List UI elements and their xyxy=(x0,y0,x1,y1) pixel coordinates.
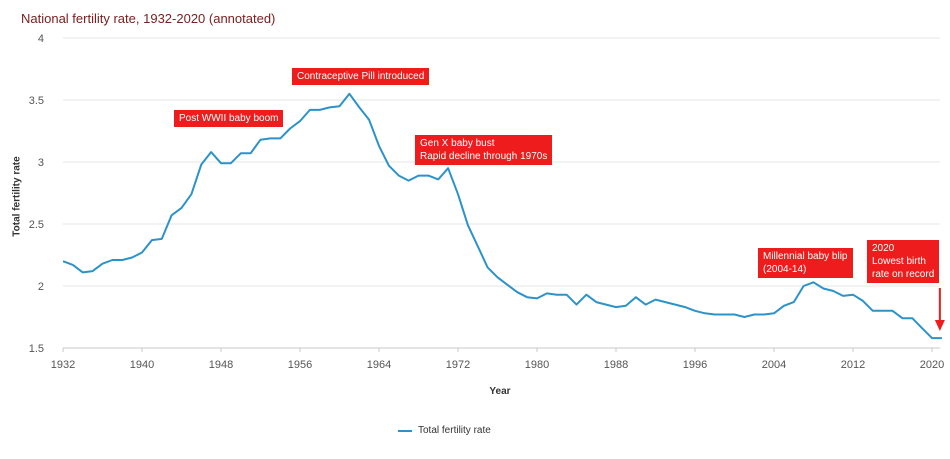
legend[interactable]: Total fertility rate xyxy=(398,425,491,436)
y-tick-label: 3.5 xyxy=(29,95,44,107)
x-tick-label: 1948 xyxy=(209,359,233,371)
x-tick-label: 1964 xyxy=(367,359,391,371)
annotation-genx: Gen X baby bust Rapid decline through 19… xyxy=(415,135,553,165)
annotation-line: Contraceptive Pill introduced xyxy=(297,71,425,82)
x-tick-label: 2020 xyxy=(920,359,944,371)
x-tick-label: 1956 xyxy=(288,359,312,371)
annotation-pill: Contraceptive Pill introduced xyxy=(292,68,430,85)
annotation-line: Rapid decline through 1970s xyxy=(420,151,548,162)
x-tick-label: 1972 xyxy=(446,359,470,371)
annotation-line: 2020 xyxy=(872,243,895,254)
annotation-line: Millennial baby blip xyxy=(763,251,848,262)
y-tick-label: 3 xyxy=(38,157,44,169)
y-tick-label: 4 xyxy=(38,33,44,45)
x-tick-label: 2012 xyxy=(841,359,865,371)
x-tick-label: 2004 xyxy=(762,359,786,371)
y-tick-label: 1.5 xyxy=(29,343,44,355)
legend-swatch xyxy=(398,429,412,432)
annotation-baby-boom: Post WWII baby boom xyxy=(174,110,284,127)
x-tick-label: 1940 xyxy=(130,359,154,371)
y-tick-label: 2.5 xyxy=(29,219,44,231)
series-line xyxy=(62,92,942,340)
annotation-line: rate on record xyxy=(872,269,935,280)
annotation-line: Gen X baby bust xyxy=(420,138,495,149)
annotation-line: Lowest birth xyxy=(872,256,926,267)
annotation-line: (2004-14) xyxy=(763,264,807,275)
annotation-millennial: Millennial baby blip (2004-14) xyxy=(758,248,853,278)
x-tick-label: 1996 xyxy=(683,359,707,371)
legend-label: Total fertility rate xyxy=(418,425,491,436)
annotation-line: Post WWII baby boom xyxy=(179,113,279,124)
x-tick-label: 1988 xyxy=(604,359,628,371)
x-tick-label: 1932 xyxy=(51,359,75,371)
annotation-arrow-head xyxy=(934,320,945,331)
x-tick-label: 1980 xyxy=(525,359,549,371)
chart-title: National fertility rate, 1932-2020 (anno… xyxy=(21,11,276,26)
y-tick-label: 2 xyxy=(38,281,44,293)
annotation-lowest: 2020 Lowest birth rate on record xyxy=(867,240,940,283)
x-axis-label: Year xyxy=(489,386,511,397)
